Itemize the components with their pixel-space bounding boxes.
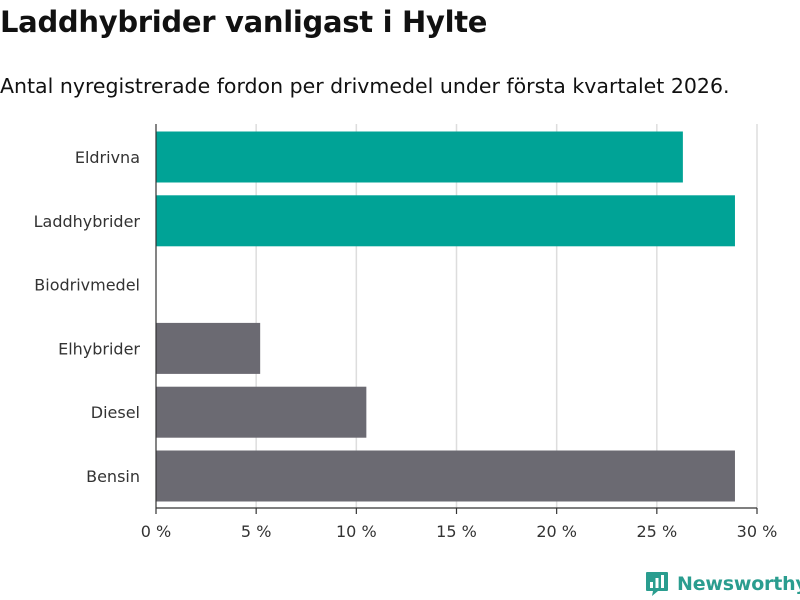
bars [156,131,735,502]
brand-logo: Newsworthy [645,570,800,598]
chart-title: Laddhybrider vanligast i Hylte [0,5,488,39]
brand-name: Newsworthy [677,573,800,595]
x-tick-label: 25 % [637,522,678,541]
newsworthy-logo-icon [646,572,668,596]
category-label: Bensin [86,467,140,486]
bar [156,195,735,247]
bar [156,450,735,502]
bar [156,322,261,374]
bar [156,386,367,438]
x-tick-label: 5 % [241,522,271,541]
x-tick-label: 30 % [737,522,778,541]
category-label: Laddhybrider [34,212,141,231]
x-tick-label: 20 % [536,522,577,541]
axes [155,124,758,514]
category-label: Eldrivna [75,148,140,167]
bar [156,131,683,183]
category-label: Diesel [91,403,140,422]
x-tick-label: 0 % [141,522,171,541]
category-label: Biodrivmedel [34,276,140,295]
chart-subtitle: Antal nyregistrerade fordon per drivmede… [0,74,730,98]
category-label: Elhybrider [58,339,140,358]
x-tick-label: 15 % [436,522,477,541]
gridlines [255,124,758,508]
x-tick-label: 10 % [336,522,377,541]
labels: Eldrivna Laddhybrider Biodrivmedel Elhybrid… [34,148,778,541]
